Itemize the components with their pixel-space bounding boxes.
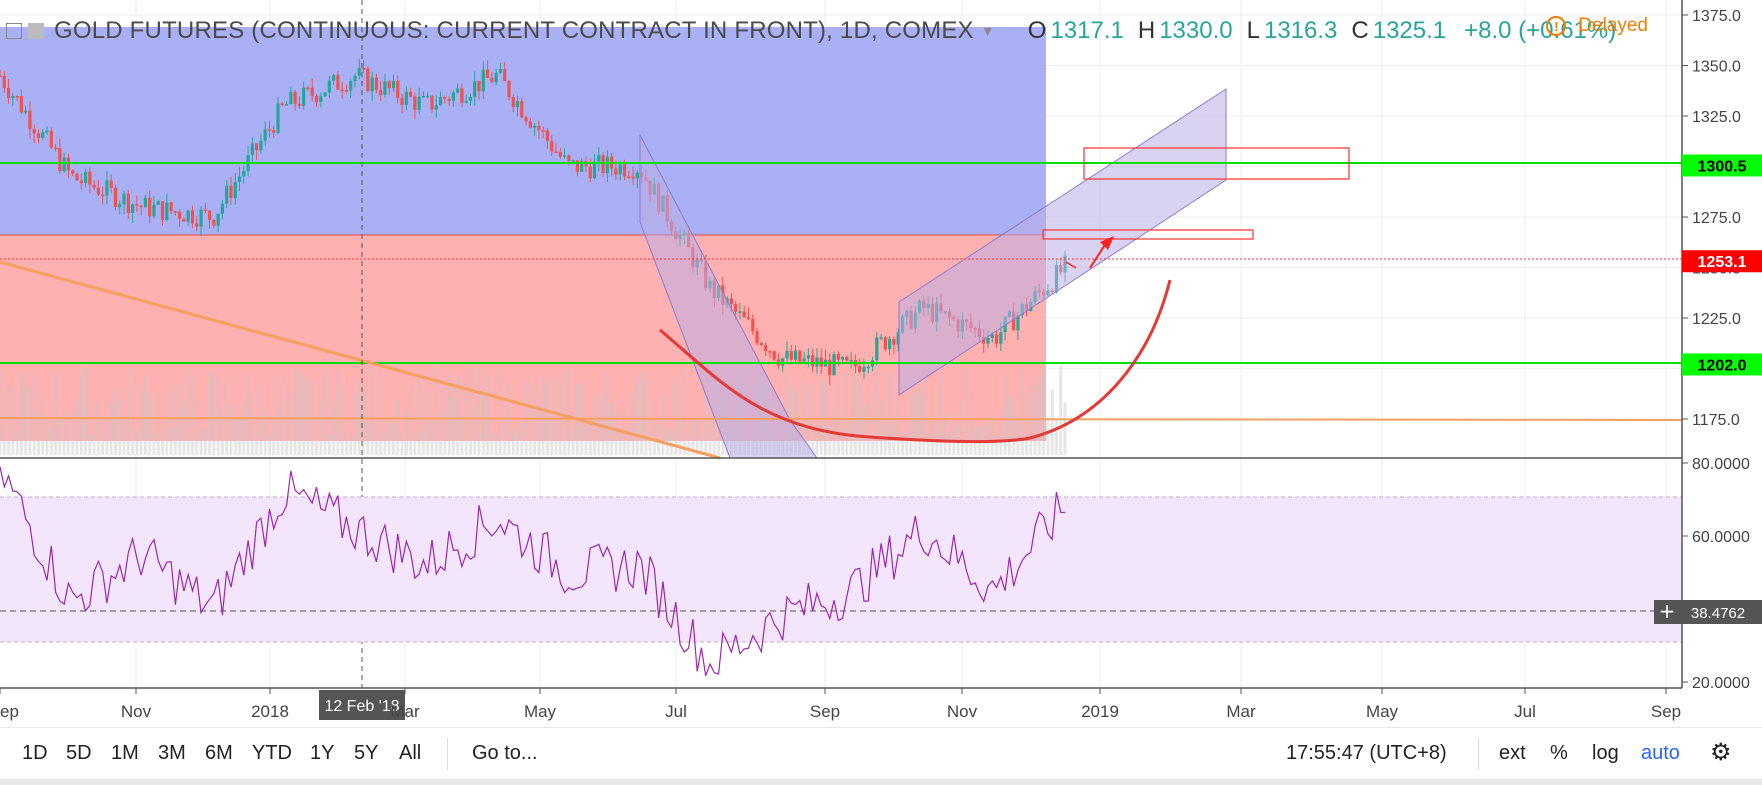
- gear-icon[interactable]: ⚙: [1710, 739, 1732, 766]
- arrow-up-head: [1100, 236, 1114, 250]
- range-5d-button[interactable]: 5D: [66, 742, 92, 764]
- chart-canvas[interactable]: 1375.01350.01325.01300.01275.01250.01225…: [0, 0, 1762, 727]
- price-tick-label: 1375.0: [1692, 8, 1741, 25]
- symbol-title[interactable]: GOLD FUTURES (CONTINUOUS: CURRENT CONTRA…: [54, 17, 974, 44]
- time-tick-label: Sep: [810, 702, 840, 721]
- blue-zone: [0, 27, 1046, 235]
- time-tick-label: Jul: [665, 702, 687, 721]
- orange-trend-line: [0, 260, 721, 460]
- time-tick-label: 2019: [1081, 702, 1119, 721]
- time-tick-label: Jul: [1514, 702, 1536, 721]
- price-tick-label: 1225.0: [1692, 311, 1741, 328]
- low-label: L: [1246, 17, 1260, 44]
- price-badge-label: 1253.1: [1698, 254, 1747, 271]
- chart-header: GOLD FUTURES (CONTINUOUS: CURRENT CONTRA…: [6, 14, 1616, 48]
- time-tick-label: May: [524, 702, 557, 721]
- time-tick-label: Mar: [1226, 702, 1256, 721]
- rounding-bottom-curve: [659, 279, 1172, 444]
- price-badge: [1682, 250, 1762, 273]
- time-tick-label: Mar: [390, 702, 420, 721]
- price-tick-label: 1350.0: [1692, 59, 1741, 76]
- percent-toggle[interactable]: %: [1550, 742, 1568, 764]
- crosshair-date-label: 12 Feb '18: [324, 698, 399, 715]
- goto-button[interactable]: Go to...: [472, 742, 538, 764]
- range-ytd-button[interactable]: YTD: [252, 742, 292, 764]
- range-6m-button[interactable]: 6M: [205, 742, 233, 764]
- range-3m-button[interactable]: 3M: [158, 742, 186, 764]
- time-tick-label: Nov: [947, 702, 978, 721]
- rsi-tick-label: 80.0000: [1692, 456, 1750, 473]
- bottom-toolbar: 1D 5D 1M 3M 6M YTD 1Y 5Y All Go to... 17…: [0, 727, 1762, 780]
- range-all-button[interactable]: All: [399, 742, 422, 764]
- crosshair-plus-box: [1654, 600, 1680, 624]
- target-box-upper: [1083, 147, 1350, 180]
- time-tick-label: Sep: [1651, 702, 1681, 721]
- price-badge: [1682, 353, 1762, 376]
- orange-horizontal-line: [0, 417, 1683, 421]
- price-badge-label: 1202.0: [1698, 357, 1747, 374]
- time-tick-label: 2018: [251, 702, 289, 721]
- arrow-small: [1065, 261, 1077, 269]
- collapse-icon[interactable]: [6, 23, 22, 39]
- change-value: +8.0 (+0.61%): [1464, 17, 1617, 44]
- time-tick-label: May: [1366, 702, 1399, 721]
- price-badge: [1682, 154, 1762, 177]
- range-5y-button[interactable]: 5Y: [354, 742, 379, 764]
- rsi-tick-label: 20.0000: [1692, 675, 1750, 692]
- crosshair-value: 38.4762: [1691, 605, 1745, 622]
- red-zone: [0, 235, 1046, 441]
- open-label: O: [1027, 17, 1047, 44]
- crosshair-plus-icon: +: [1659, 599, 1676, 623]
- crosshair-date-box: [319, 690, 405, 720]
- rsi-line: [0, 466, 1066, 677]
- ext-toggle[interactable]: ext: [1499, 742, 1526, 764]
- close-label: C: [1351, 17, 1369, 44]
- rsi-tick-label: 60.0000: [1692, 529, 1750, 546]
- toolbar-divider: [1478, 738, 1479, 770]
- bottom-strip: [0, 779, 1762, 785]
- price-tick-label: 1175.0: [1692, 412, 1740, 429]
- range-1d-button[interactable]: 1D: [22, 742, 48, 764]
- toolbar-divider: [447, 738, 448, 770]
- range-1m-button[interactable]: 1M: [111, 742, 139, 764]
- high-label: H: [1137, 17, 1156, 44]
- open-value: 1317.1: [1050, 17, 1124, 44]
- high-value: 1330.0: [1159, 17, 1233, 44]
- delayed-status[interactable]: ! Delayed: [1546, 15, 1648, 37]
- chevron-down-icon[interactable]: ▾: [983, 23, 992, 40]
- rsi-axis[interactable]: 80.0000 60.0000 20.0000: [1682, 456, 1750, 692]
- rsi-band: [0, 497, 1682, 642]
- target-box-lower: [1042, 229, 1254, 240]
- price-badges: 1300.5 1253.1 1202.0: [1682, 154, 1762, 376]
- auto-toggle[interactable]: auto: [1641, 742, 1680, 764]
- price-badge-label: 1300.5: [1698, 158, 1747, 175]
- time-tick-label: Nov: [121, 702, 152, 721]
- log-toggle[interactable]: log: [1592, 742, 1619, 764]
- time-tick-label: ep: [0, 702, 19, 721]
- range-1y-button[interactable]: 1Y: [310, 742, 335, 764]
- price-tick-label: 1275.0: [1692, 210, 1741, 227]
- delayed-label: Delayed: [1578, 15, 1648, 36]
- close-value: 1325.1: [1372, 17, 1447, 44]
- symbol-icon: [28, 23, 44, 39]
- low-value: 1316.3: [1263, 17, 1338, 44]
- warning-icon: !: [1546, 16, 1567, 36]
- crosshair-value-box: [1680, 600, 1762, 624]
- price-tick-label: 1325.0: [1692, 109, 1741, 126]
- clock[interactable]: 17:55:47 (UTC+8): [1286, 742, 1447, 764]
- volume-bars: [0, 365, 1067, 455]
